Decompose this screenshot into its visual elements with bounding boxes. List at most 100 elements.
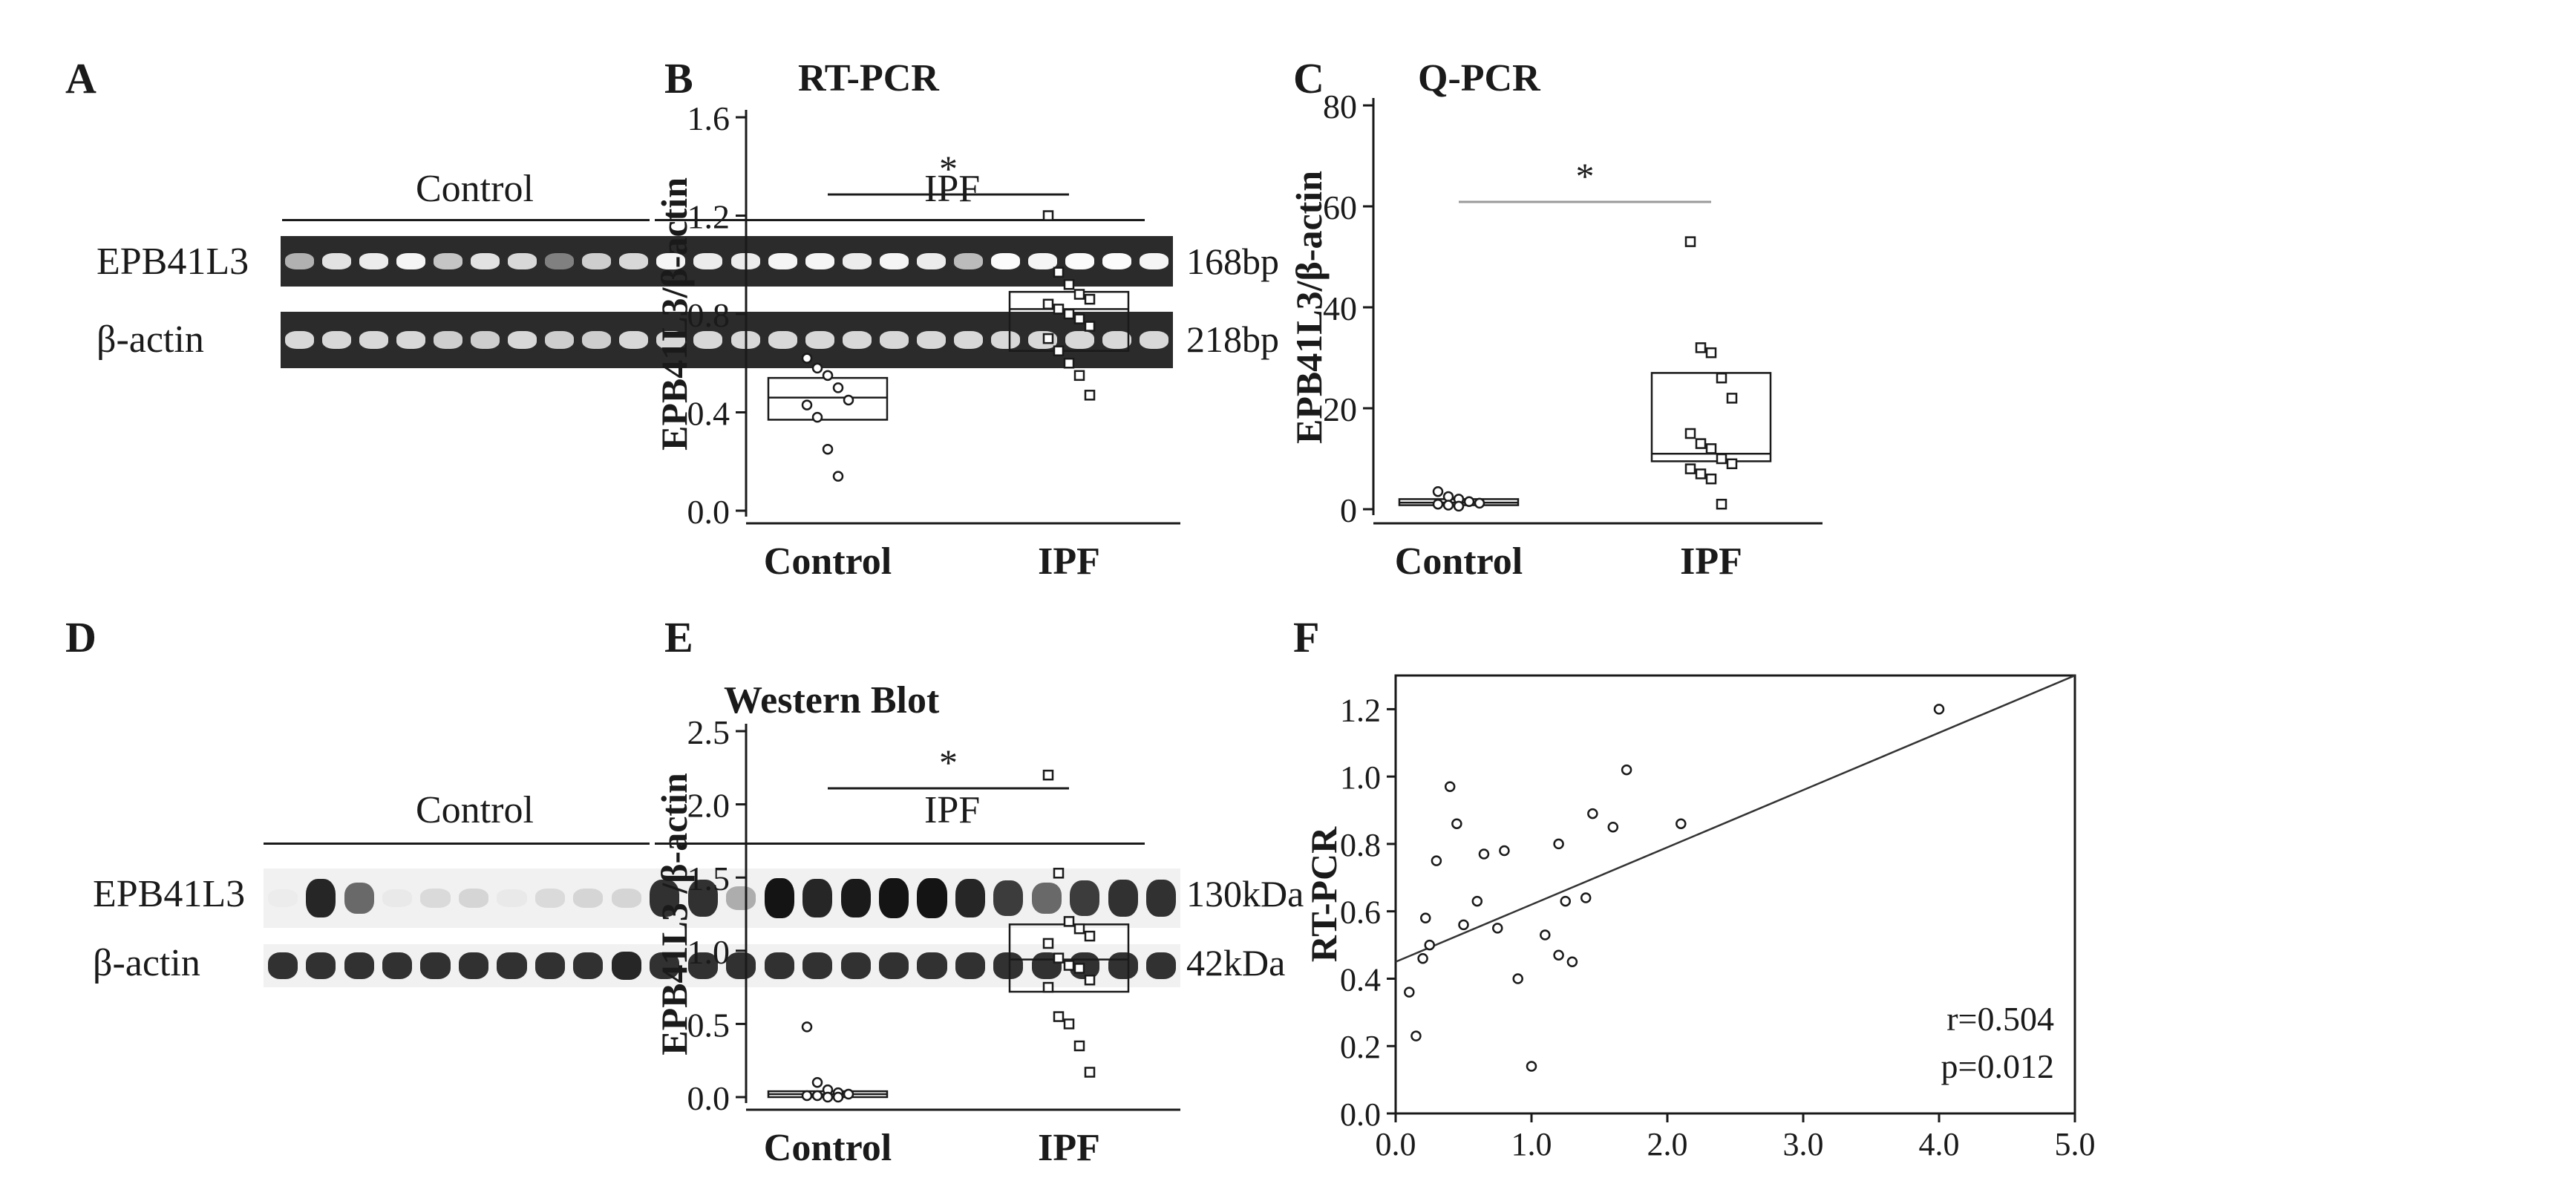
blot-band-beta-actin-lane-9 <box>573 952 604 979</box>
chart-western-point-ipf <box>1073 923 1085 935</box>
blot-strip-beta-actin <box>264 944 1180 987</box>
chart-q-pcr-point-ipf <box>1716 372 1727 384</box>
gel-band-epb41l3-lane-6 <box>470 253 500 269</box>
chart-rt-pcr-point-ipf <box>1084 390 1096 401</box>
chart-scatter-x-label: Western Blot <box>1632 1175 1839 1181</box>
blot-band-beta-actin-lane-16 <box>840 952 871 979</box>
chart-scatter-point <box>1404 987 1415 998</box>
chart-rt-pcr-significance-star: * <box>939 148 958 189</box>
gel-band-beta-actin-lane-4 <box>396 330 425 350</box>
blot-band-epb41l3-lane-2 <box>306 879 336 917</box>
chart-rt-pcr-point-control <box>843 394 854 406</box>
chart-scatter-point <box>1478 848 1490 860</box>
gel-row-label-epb41l3: EPB41L3 <box>97 241 249 283</box>
chart-q-pcr-point-control <box>1453 500 1465 512</box>
blot-band-beta-actin-lane-23 <box>1108 952 1138 979</box>
chart-scatter-annotation-r: r=0.504 <box>1946 1000 2054 1038</box>
chart-rt-pcr-y-tick-label: 1.2 <box>687 198 730 236</box>
chart-western-point-ipf <box>1042 981 1054 993</box>
chart-western-point-ipf <box>1063 960 1075 971</box>
chart-q-pcr-point-control <box>1442 491 1454 503</box>
chart-rt-pcr-point-control <box>801 353 813 364</box>
chart-western-point-ipf <box>1053 868 1065 879</box>
chart-rt-pcr-y-label: EPB41L3/β-actin <box>653 177 695 451</box>
blot-band-beta-actin-lane-24 <box>1146 952 1177 979</box>
chart-scatter-frame <box>1394 674 2076 1115</box>
gel-band-beta-actin-lane-16 <box>842 330 872 350</box>
chart-western-y-tick-label: 1.5 <box>687 860 730 897</box>
gel-band-beta-actin-lane-18 <box>916 330 946 350</box>
chart-rt-pcr-point-ipf <box>1042 210 1054 221</box>
chart-scatter-point <box>1471 895 1483 907</box>
chart-scatter-y-tick-label: 0.4 <box>1340 961 1381 998</box>
gel-size-218bp: 218bp <box>1186 318 1279 360</box>
chart-scatter-point <box>1607 821 1619 833</box>
chart-scatter-point <box>1526 1061 1537 1072</box>
chart-rt-pcr-point-ipf <box>1063 279 1075 290</box>
chart-rt-pcr-box-control <box>767 376 889 421</box>
gel-band-beta-actin-lane-11 <box>656 330 686 350</box>
chart-q-pcr-point-ipf <box>1705 473 1717 485</box>
chart-q-pcr-point-ipf <box>1695 342 1707 353</box>
chart-q-pcr-point-control <box>1442 500 1454 511</box>
blot-band-epb41l3-lane-22 <box>1070 880 1100 916</box>
blot-band-epb41l3-lane-8 <box>535 889 565 908</box>
blot-size-130kda: 130kDa <box>1186 873 1304 915</box>
chart-scatter-point <box>1933 704 1945 715</box>
gel-band-beta-actin-lane-24 <box>1140 330 1169 350</box>
chart-western-point-control <box>832 1091 844 1103</box>
chart-scatter-point <box>1458 919 1469 931</box>
gel-band-beta-actin-lane-1 <box>284 330 314 350</box>
chart-q-pcr-title: Q-PCR <box>1418 57 1541 99</box>
chart-scatter-y-tick-label: 0.6 <box>1340 894 1381 931</box>
panel-label-b: B <box>664 54 693 102</box>
gel-strip-beta-actin <box>281 312 1173 368</box>
gel-band-epb41l3-lane-14 <box>768 253 797 269</box>
chart-scatter-point <box>1676 818 1687 829</box>
blot-band-beta-actin-lane-12 <box>687 952 718 979</box>
chart-western-category-label: Control <box>764 1127 892 1169</box>
blot-band-beta-actin-lane-14 <box>764 952 794 979</box>
chart-scatter-x-tick-label: 2.0 <box>1647 1126 1688 1162</box>
chart-q-pcr-y-tick-label: 20 <box>1323 390 1357 428</box>
blot-band-epb41l3-lane-4 <box>382 889 413 907</box>
blot-band-epb41l3-lane-7 <box>497 889 527 907</box>
chart-scatter-annotation-p: p=0.012 <box>1941 1047 2054 1085</box>
gel-group-label-control: Control <box>416 168 534 210</box>
gel-band-beta-actin-lane-7 <box>508 330 537 350</box>
chart-western-y-tick-label: 1.0 <box>687 933 730 971</box>
gel-band-epb41l3-lane-12 <box>693 253 723 269</box>
chart-rt-pcr-point-ipf <box>1084 293 1096 305</box>
chart-rt-pcr-y-tick-label: 0.0 <box>687 493 730 531</box>
blot-band-beta-actin-lane-18 <box>917 952 947 979</box>
gel-strip-epb41l3 <box>281 236 1173 287</box>
chart-rt-pcr-point-ipf <box>1042 298 1054 310</box>
chart-western-category-label: IPF <box>1038 1127 1100 1169</box>
chart-rt-pcr-point-ipf <box>1053 345 1065 356</box>
chart-rt-pcr-point-ipf <box>1073 289 1085 300</box>
chart-scatter-y-tick-label: 1.2 <box>1340 692 1381 728</box>
blot-band-epb41l3-lane-13 <box>726 886 756 910</box>
blot-row-label-beta-actin: β-actin <box>93 942 200 984</box>
chart-western-point-control <box>801 1090 813 1102</box>
gel-band-epb41l3-lane-7 <box>508 253 537 269</box>
chart-q-pcr-point-control <box>1432 485 1444 497</box>
gel-band-beta-actin-lane-8 <box>545 330 575 350</box>
chart-scatter-point <box>1431 855 1442 866</box>
chart-scatter-point <box>1451 818 1462 829</box>
blot-band-epb41l3-lane-10 <box>611 888 641 909</box>
chart-q-pcr-point-control <box>1463 496 1475 508</box>
blot-band-beta-actin-lane-7 <box>497 952 527 979</box>
gel-band-beta-actin-lane-12 <box>693 330 723 350</box>
blot-band-beta-actin-lane-8 <box>535 952 565 979</box>
chart-rt-pcr-category-label: IPF <box>1038 540 1100 583</box>
blot-band-epb41l3-lane-11 <box>650 880 680 917</box>
chart-q-pcr-category-label: Control <box>1395 540 1523 583</box>
blot-band-epb41l3-lane-19 <box>955 879 986 917</box>
chart-q-pcr-significance-star: * <box>1576 155 1595 197</box>
blot-band-beta-actin-lane-1 <box>267 952 298 979</box>
gel-band-epb41l3-lane-9 <box>582 253 612 269</box>
gel-band-epb41l3-lane-2 <box>321 253 351 269</box>
gel-band-beta-actin-lane-2 <box>321 330 351 350</box>
blot-band-epb41l3-lane-18 <box>917 878 947 918</box>
